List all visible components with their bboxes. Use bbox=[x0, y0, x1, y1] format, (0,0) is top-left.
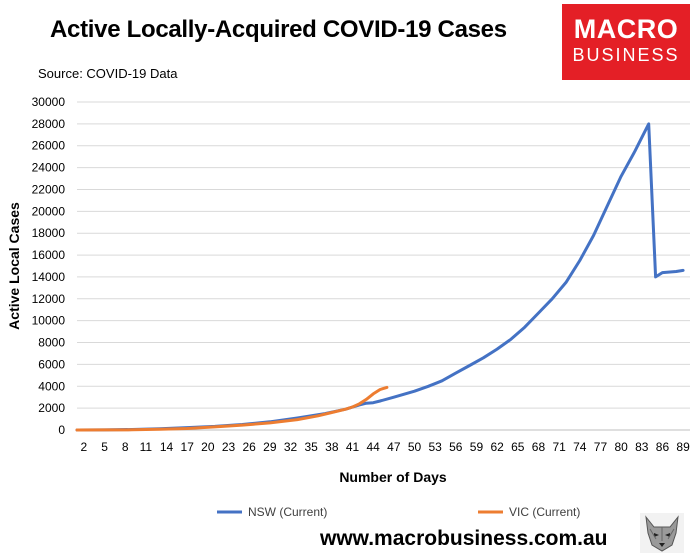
y-tick-label: 26000 bbox=[32, 139, 66, 153]
y-tick-label: 16000 bbox=[32, 248, 66, 262]
logo-line-1: MACRO bbox=[573, 14, 679, 44]
x-tick-label: 41 bbox=[346, 440, 360, 454]
chart-title: Active Locally-Acquired COVID-19 Cases bbox=[50, 16, 507, 43]
series-line-vic bbox=[75, 385, 389, 432]
x-tick-label: 53 bbox=[428, 440, 442, 454]
x-tick-label: 32 bbox=[284, 440, 298, 454]
x-tick-label: 14 bbox=[160, 440, 174, 454]
y-tick-label: 14000 bbox=[32, 270, 66, 284]
series-lines bbox=[75, 122, 685, 432]
macrobusiness-logo: MACRO BUSINESS bbox=[562, 4, 690, 80]
x-tick-label: 77 bbox=[594, 440, 608, 454]
y-tick-label: 2000 bbox=[38, 401, 65, 415]
x-tick-label: 74 bbox=[573, 440, 587, 454]
x-tick-label: 44 bbox=[366, 440, 380, 454]
x-tick-label: 59 bbox=[470, 440, 484, 454]
x-tick-label: 62 bbox=[490, 440, 504, 454]
y-tick-label: 24000 bbox=[32, 161, 66, 175]
x-tick-label: 2 bbox=[81, 440, 88, 454]
wolf-head-icon bbox=[640, 513, 684, 553]
y-tick-label: 6000 bbox=[38, 357, 65, 371]
x-tick-label: 65 bbox=[511, 440, 525, 454]
y-tick-label: 18000 bbox=[32, 226, 66, 240]
x-tick-label: 35 bbox=[305, 440, 319, 454]
x-tick-label: 26 bbox=[243, 440, 257, 454]
y-tick-label: 20000 bbox=[32, 204, 66, 218]
x-tick-label: 89 bbox=[676, 440, 690, 454]
y-tick-label: 22000 bbox=[32, 182, 66, 196]
y-tick-label: 12000 bbox=[32, 292, 66, 306]
legend-label-vic: VIC (Current) bbox=[509, 505, 580, 519]
x-tick-label: 29 bbox=[263, 440, 277, 454]
x-tick-label: 80 bbox=[614, 440, 628, 454]
website-url: www.macrobusiness.com.au bbox=[320, 527, 608, 550]
x-tick-label: 47 bbox=[387, 440, 401, 454]
x-tick-label: 86 bbox=[656, 440, 670, 454]
x-tick-label: 83 bbox=[635, 440, 649, 454]
y-tick-label: 28000 bbox=[32, 117, 66, 131]
x-tick-label: 50 bbox=[408, 440, 422, 454]
x-tick-label: 11 bbox=[140, 440, 153, 454]
x-axis-ticks: 2 5 8 11 14 17 20 23 26 29 32 35 38 41 44 47 50 53 56 59 62 6… bbox=[81, 440, 691, 454]
x-tick-label: 17 bbox=[181, 440, 195, 454]
chart-source: Source: COVID-19 Data bbox=[38, 66, 178, 81]
legend: NSW (Current) VIC (Current) bbox=[217, 505, 580, 519]
y-axis-ticks: 0 2000 4000 6000 8000 10000 12000 14000 16000 180… bbox=[32, 95, 66, 437]
logo-line-2: BUSINESS bbox=[572, 45, 680, 65]
y-tick-label: 30000 bbox=[32, 95, 66, 109]
legend-label-nsw: NSW (Current) bbox=[248, 505, 327, 519]
y-tick-label: 4000 bbox=[38, 379, 65, 393]
y-axis-label: Active Local Cases bbox=[6, 202, 22, 330]
x-tick-label: 8 bbox=[122, 440, 129, 454]
x-tick-label: 20 bbox=[201, 440, 215, 454]
x-tick-label: 71 bbox=[552, 440, 566, 454]
y-tick-label: 10000 bbox=[32, 314, 66, 328]
x-tick-label: 5 bbox=[101, 440, 108, 454]
gridlines bbox=[77, 101, 690, 409]
y-tick-label: 0 bbox=[58, 423, 65, 437]
x-tick-label: 56 bbox=[449, 440, 463, 454]
x-tick-label: 38 bbox=[325, 440, 339, 454]
x-tick-label: 23 bbox=[222, 440, 236, 454]
x-tick-label: 68 bbox=[532, 440, 546, 454]
x-axis-label: Number of Days bbox=[339, 469, 447, 485]
y-tick-label: 8000 bbox=[38, 336, 65, 350]
